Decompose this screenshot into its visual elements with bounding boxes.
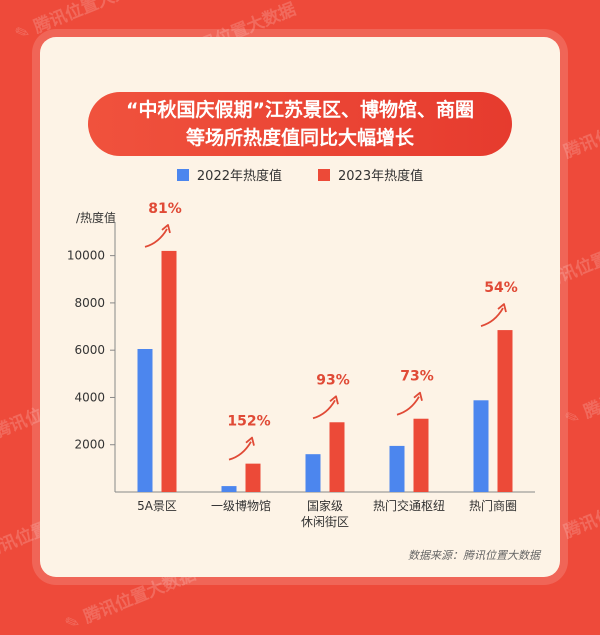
bar-2022 <box>389 445 405 492</box>
x-tick-label: 5A景区 <box>137 499 177 513</box>
legend-label-2023: 2023年热度值 <box>338 169 424 184</box>
data-source: 数据来源：腾讯位置大数据 <box>408 549 540 562</box>
growth-label: 93% <box>316 372 350 388</box>
bar-2023 <box>329 422 345 492</box>
legend-label-2022: 2022年热度值 <box>196 169 282 184</box>
bar-2023 <box>161 250 177 492</box>
x-tick-label: 休闲街区 <box>301 515 349 529</box>
legend-item-2022: 2022年热度值 <box>176 165 282 184</box>
bar-2022 <box>473 400 489 492</box>
growth-arrowhead <box>497 303 507 313</box>
x-tick-label: 热门交通枢纽 <box>373 498 445 513</box>
watermark-text: ✎ 腾讯位置大数据 <box>562 359 600 431</box>
bar-2022 <box>137 349 153 492</box>
chart-card: “中秋国庆假期”江苏景区、博物馆、商圈 等场所热度值同比大幅增长 2022年热度… <box>40 37 560 577</box>
bar-2023 <box>413 418 429 492</box>
x-tick-label: 一级博物馆 <box>211 498 271 513</box>
chart-title: “中秋国庆假期”江苏景区、博物馆、商圈 等场所热度值同比大幅增长 <box>88 92 512 156</box>
title-line-1: “中秋国庆假期”江苏景区、博物馆、商圈 <box>126 99 474 121</box>
growth-arrow <box>228 441 252 461</box>
legend-swatch-2022 <box>176 168 189 181</box>
y-tick-label: 6000 <box>74 343 105 357</box>
growth-label: 152% <box>227 414 270 430</box>
growth-label: 54% <box>484 280 518 296</box>
growth-arrow <box>144 228 168 248</box>
growth-arrowhead <box>245 436 255 446</box>
x-tick-label: 国家级 <box>307 498 343 513</box>
growth-arrow <box>312 399 336 420</box>
growth-arrowhead <box>161 224 171 234</box>
growth-arrow <box>396 396 420 416</box>
bar-2022 <box>221 486 237 492</box>
growth-arrow <box>480 307 504 327</box>
x-tick-label: 热门商圈 <box>469 498 517 513</box>
growth-label: 81% <box>148 202 182 217</box>
legend: 2022年热度值 2023年热度值 <box>40 165 560 184</box>
bar-2022 <box>305 454 321 492</box>
bar-2023 <box>497 330 513 492</box>
growth-label: 73% <box>400 369 434 385</box>
legend-item-2023: 2023年热度值 <box>318 165 423 184</box>
growth-arrowhead <box>413 391 423 401</box>
y-tick-label: 10000 <box>67 249 105 263</box>
title-line-2: 等场所热度值同比大幅增长 <box>185 127 414 149</box>
y-tick-label: 8000 <box>74 296 105 310</box>
y-tick-label: 2000 <box>74 438 105 452</box>
y-axis-label: /热度值 <box>76 210 116 225</box>
legend-swatch-2023 <box>318 168 330 181</box>
y-tick-label: 4000 <box>74 390 105 404</box>
bar-chart: /热度值 2000 4000 6000 8000 10000 5A景区 81% 一级博物馆 152… <box>67 202 535 529</box>
bar-2023 <box>245 463 261 492</box>
growth-arrowhead <box>329 395 339 405</box>
